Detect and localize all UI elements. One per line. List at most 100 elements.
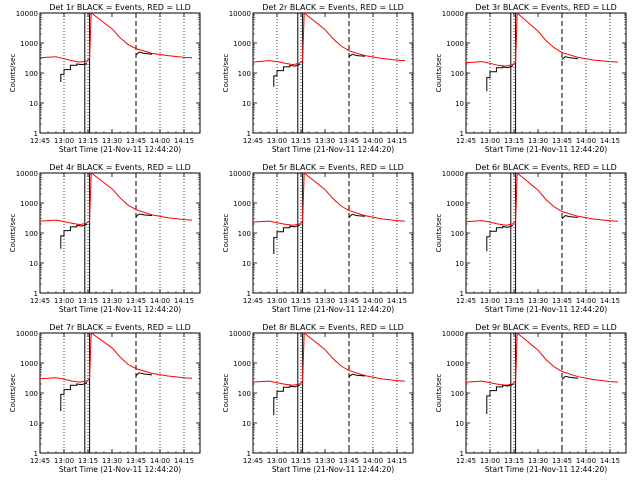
events-series-line — [60, 62, 87, 82]
plot-area — [253, 173, 406, 293]
y-tick-label: 10000 — [16, 10, 38, 18]
y-tick-label: 10 — [455, 100, 464, 108]
panel-title: Det 6r BLACK = Events, RED = LLD — [475, 163, 617, 172]
x-tick-label: 12:45 — [456, 297, 476, 305]
x-tick-label: 12:45 — [30, 457, 50, 465]
y-tick-label: 100 — [451, 390, 464, 398]
events-series-line-after — [561, 56, 579, 60]
lld-series-line — [40, 13, 193, 63]
events-series-line-after — [348, 213, 366, 218]
panel-title: Det 2r BLACK = Events, RED = LLD — [262, 3, 404, 12]
y-axis-label: Counts/sec — [435, 214, 443, 253]
x-tick-label: 13:45 — [339, 457, 359, 465]
y-tick-label: 10 — [29, 420, 38, 428]
y-tick-label: 100 — [238, 70, 251, 78]
plot-area — [40, 13, 193, 133]
x-tick-label: 12:45 — [30, 297, 50, 305]
x-tick-label: 13:00 — [267, 297, 287, 305]
x-axis-label: Start Time (21-Nov-11 12:44:20) — [59, 465, 181, 474]
x-tick-label: 14:15 — [600, 297, 620, 305]
x-tick-label: 12:45 — [243, 297, 263, 305]
x-tick-label: 13:00 — [480, 297, 500, 305]
y-tick-label: 10000 — [16, 170, 38, 178]
x-tick-label: 13:15 — [504, 297, 524, 305]
panel-title: Det 4r BLACK = Events, RED = LLD — [49, 163, 191, 172]
x-tick-label: 14:00 — [363, 297, 383, 305]
y-tick-label: 1 — [34, 130, 38, 138]
y-axis-label: Counts/sec — [9, 54, 17, 93]
y-axis-label: Counts/sec — [222, 54, 230, 93]
y-tick-label: 1 — [34, 290, 38, 298]
plot-area — [466, 13, 619, 133]
x-tick-label: 14:15 — [174, 297, 194, 305]
y-tick-label: 1000 — [233, 360, 251, 368]
y-tick-label: 100 — [25, 390, 38, 398]
events-series-line-after — [348, 53, 366, 58]
y-tick-label: 10000 — [229, 10, 251, 18]
x-tick-label: 13:30 — [528, 297, 548, 305]
y-tick-label: 10 — [242, 260, 251, 268]
x-tick-label: 13:30 — [315, 297, 335, 305]
y-tick-label: 10000 — [442, 170, 464, 178]
plot-area — [40, 333, 193, 453]
panel-det-1: Det 1r BLACK = Events, RED = LLD 1 10 100 10… — [9, 3, 201, 154]
lld-series-line — [466, 173, 619, 226]
panel-det-5: Det 5r BLACK = Events, RED = LLD 1 10 100 10… — [222, 163, 414, 314]
lld-series-line — [466, 333, 619, 386]
x-tick-label: 12:45 — [30, 137, 50, 145]
x-tick-label: 13:30 — [102, 137, 122, 145]
y-axis-label: Counts/sec — [435, 374, 443, 413]
events-series-line-after — [135, 213, 153, 218]
lld-series-line — [253, 333, 406, 386]
plot-area — [466, 333, 619, 453]
panel-title: Det 9r BLACK = Events, RED = LLD — [475, 323, 617, 332]
y-tick-label: 100 — [238, 230, 251, 238]
x-tick-label: 14:15 — [174, 457, 194, 465]
y-tick-label: 100 — [238, 390, 251, 398]
y-tick-label: 1000 — [233, 40, 251, 48]
x-tick-label: 14:15 — [387, 137, 407, 145]
x-tick-label: 13:15 — [78, 457, 98, 465]
x-tick-label: 13:15 — [291, 457, 311, 465]
y-tick-label: 1 — [247, 290, 251, 298]
x-tick-label: 13:00 — [480, 137, 500, 145]
events-series-line — [273, 64, 300, 87]
x-tick-label: 13:30 — [528, 457, 548, 465]
x-axis-label: Start Time (21-Nov-11 12:44:20) — [272, 305, 394, 314]
x-tick-label: 13:15 — [78, 137, 98, 145]
y-tick-label: 1 — [34, 450, 38, 458]
y-tick-label: 1000 — [20, 360, 38, 368]
y-tick-label: 100 — [451, 230, 464, 238]
x-tick-label: 13:30 — [102, 297, 122, 305]
panel-title: Det 3r BLACK = Events, RED = LLD — [475, 3, 617, 12]
x-axis-label: Start Time (21-Nov-11 12:44:20) — [485, 145, 607, 154]
y-tick-label: 10 — [29, 260, 38, 268]
x-tick-label: 14:15 — [600, 457, 620, 465]
y-tick-label: 10000 — [442, 10, 464, 18]
events-series-line-after — [561, 215, 579, 220]
panel-det-7: Det 7r BLACK = Events, RED = LLD 1 10 100 10… — [9, 323, 201, 474]
plot-area — [466, 173, 619, 293]
x-tick-label: 13:15 — [78, 297, 98, 305]
x-tick-label: 13:15 — [504, 137, 524, 145]
x-tick-label: 13:15 — [504, 457, 524, 465]
events-series-line-after — [135, 51, 153, 56]
panel-title: Det 8r BLACK = Events, RED = LLD — [262, 323, 404, 332]
x-tick-label: 14:15 — [600, 137, 620, 145]
x-axis-label: Start Time (21-Nov-11 12:44:20) — [485, 305, 607, 314]
x-tick-label: 14:15 — [387, 457, 407, 465]
plot-area — [253, 13, 406, 133]
x-tick-label: 13:30 — [102, 457, 122, 465]
x-axis-label: Start Time (21-Nov-11 12:44:20) — [59, 145, 181, 154]
y-tick-label: 10000 — [229, 170, 251, 178]
y-tick-label: 100 — [25, 70, 38, 78]
lld-series-line — [40, 333, 193, 383]
y-tick-label: 100 — [451, 70, 464, 78]
y-tick-label: 10 — [455, 260, 464, 268]
plot-area — [253, 333, 406, 453]
x-tick-label: 13:45 — [126, 297, 146, 305]
events-series-line-after — [561, 375, 579, 380]
x-axis-label: Start Time (21-Nov-11 12:44:20) — [59, 305, 181, 314]
y-tick-label: 1 — [460, 450, 464, 458]
